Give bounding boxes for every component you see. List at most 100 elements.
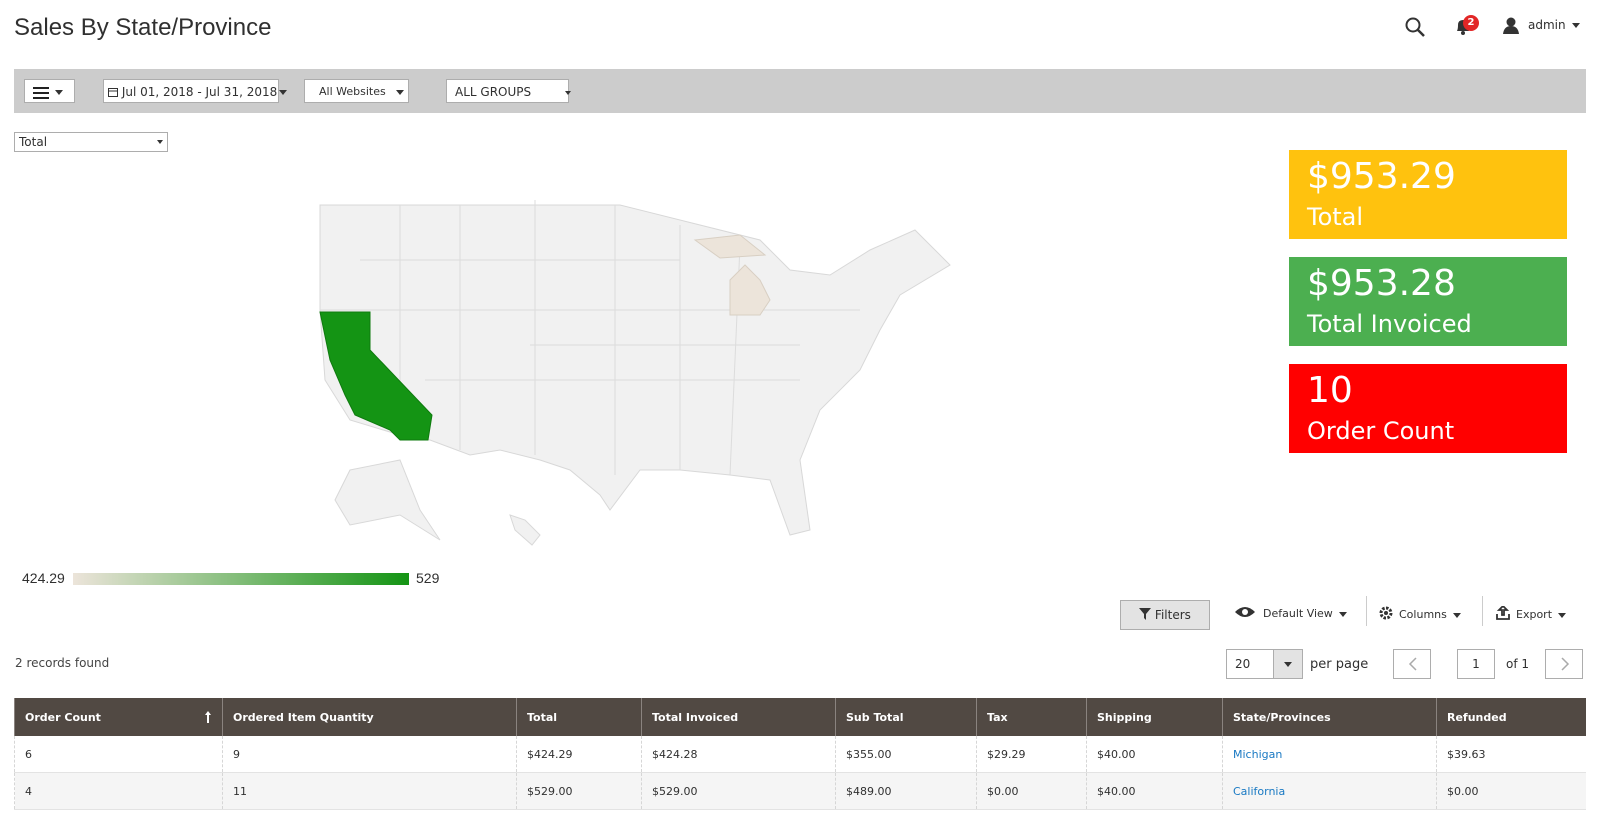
next-icon — [1561, 657, 1570, 671]
hawaii — [509, 514, 541, 546]
table-cell: Michigan — [1222, 736, 1437, 773]
table-cell: $355.00 — [835, 736, 977, 773]
filters-button[interactable]: Filters — [1120, 600, 1210, 630]
cell-text: 9 — [233, 747, 240, 761]
card-orders: 10 Order Count — [1289, 364, 1567, 453]
filter-icon — [1139, 608, 1152, 620]
menu-button[interactable] — [24, 79, 75, 103]
column-header[interactable]: Total Invoiced — [641, 698, 836, 736]
table-cell: $424.28 — [641, 736, 836, 773]
column-title: Order Count — [25, 710, 101, 724]
page-size-toggle[interactable] — [1273, 649, 1303, 679]
cell-text: 4 — [25, 784, 32, 798]
column-title: Shipping — [1097, 710, 1152, 724]
table-cell: $0.00 — [1436, 772, 1586, 810]
card-value: $953.29 — [1307, 156, 1456, 197]
per-page: per page — [1310, 657, 1369, 672]
export-menu[interactable]: Export — [1496, 604, 1567, 621]
divider — [1482, 596, 1483, 626]
us-map — [319, 200, 951, 546]
cell-text: $39.63 — [1447, 747, 1486, 761]
eye-icon — [1235, 607, 1255, 617]
header-row: Order Count Ordered Item Quantity Total Tot… — [14, 698, 1586, 736]
view-text: Default View — [1263, 607, 1333, 620]
cell-text: $40.00 — [1097, 747, 1136, 761]
column-header[interactable]: Order Count — [14, 698, 223, 736]
table-cell: $39.63 — [1436, 736, 1586, 773]
state-link[interactable]: California — [1233, 784, 1286, 798]
export-icon — [1496, 604, 1510, 620]
table-cell: $529.00 — [641, 772, 836, 810]
date-range[interactable]: Jul 01, 2018 - Jul 31, 2018 — [103, 79, 288, 103]
notification-count: 2 — [1463, 15, 1479, 31]
cell-text: $424.29 — [527, 747, 573, 761]
table-body: 6 9 $424.29 $424.28 $355.00 $29.29 $40.00 Michi… — [14, 736, 1586, 810]
column-header[interactable]: Ordered Item Quantity — [222, 698, 517, 736]
card-label: Total Invoiced — [1307, 310, 1472, 338]
table-cell: $529.00 — [516, 772, 642, 810]
column-header[interactable]: Shipping — [1086, 698, 1223, 736]
user-icon[interactable] — [1502, 16, 1520, 34]
group-text: ALL GROUPS — [455, 85, 532, 99]
column-title: Refunded — [1447, 710, 1507, 724]
alaska — [334, 459, 441, 541]
table-cell: $40.00 — [1086, 736, 1223, 773]
table-cell: $40.00 — [1086, 772, 1223, 810]
sort-arrow — [205, 710, 211, 723]
export-text: Export — [1516, 608, 1553, 621]
cell-text: 11 — [233, 784, 247, 798]
cell-text: $424.28 — [652, 747, 698, 761]
metric-select[interactable]: Total — [14, 132, 168, 152]
legend-min: 424.29 — [22, 570, 65, 586]
page-input[interactable]: 1 — [1457, 649, 1495, 679]
cell-text: $355.00 — [846, 747, 892, 761]
filters-text: Filters — [1154, 608, 1191, 622]
hamburger-icon — [33, 86, 49, 99]
cell-text: $29.29 — [987, 747, 1026, 761]
cell-text: $0.00 — [1447, 784, 1479, 798]
search-icon[interactable] — [1403, 15, 1427, 39]
cell-text: $0.00 — [987, 784, 1019, 798]
legend-max: 529 — [416, 570, 440, 586]
card-total: $953.29 Total — [1289, 150, 1567, 239]
table-cell: 11 — [222, 772, 517, 810]
column-title: Total — [527, 710, 558, 724]
california — [319, 311, 433, 441]
cell-text: $529.00 — [527, 784, 573, 798]
view-menu[interactable]: Default View — [1235, 606, 1347, 620]
table-cell: $0.00 — [976, 772, 1087, 810]
calendar-icon — [108, 88, 118, 97]
column-title: Tax — [987, 710, 1008, 724]
column-header[interactable]: Tax — [976, 698, 1087, 736]
website-text: All Websites — [319, 85, 386, 98]
group-select[interactable]: ALL GROUPS — [446, 79, 572, 103]
card-label: Order Count — [1307, 417, 1455, 445]
michigan — [693, 234, 771, 316]
table-cell: 4 — [14, 772, 223, 810]
next-page[interactable] — [1545, 649, 1583, 679]
legend-gradient — [73, 573, 409, 585]
user-name: admin — [1528, 18, 1566, 32]
user-menu[interactable]: admin — [1528, 18, 1580, 32]
prev-icon — [1408, 657, 1417, 671]
column-title: Sub Total — [846, 710, 904, 724]
table-cell: $29.29 — [976, 736, 1087, 773]
column-header[interactable]: Sub Total — [835, 698, 977, 736]
column-header[interactable]: Refunded — [1436, 698, 1586, 736]
columns-menu[interactable]: Columns — [1379, 606, 1461, 621]
divider — [1366, 596, 1367, 626]
table-row: 6 9 $424.29 $424.28 $355.00 $29.29 $40.00 Michi… — [14, 736, 1586, 773]
card-label: Total — [1307, 203, 1364, 231]
state-link[interactable]: Michigan — [1233, 747, 1283, 761]
column-header[interactable]: Total — [516, 698, 642, 736]
table-cell: $424.29 — [516, 736, 642, 773]
column-header[interactable]: State/Provinces — [1222, 698, 1437, 736]
sales-table: Order Count Ordered Item Quantity Total Tot… — [14, 698, 1586, 810]
column-title: State/Provinces — [1233, 710, 1331, 724]
table-row: 4 11 $529.00 $529.00 $489.00 $0.00 $40.00 Calif… — [14, 772, 1586, 810]
page-size[interactable]: 20 — [1226, 649, 1274, 679]
prev-page[interactable] — [1393, 649, 1431, 679]
card-value: $953.28 — [1307, 263, 1456, 304]
website-select[interactable]: All Websites — [304, 79, 409, 103]
